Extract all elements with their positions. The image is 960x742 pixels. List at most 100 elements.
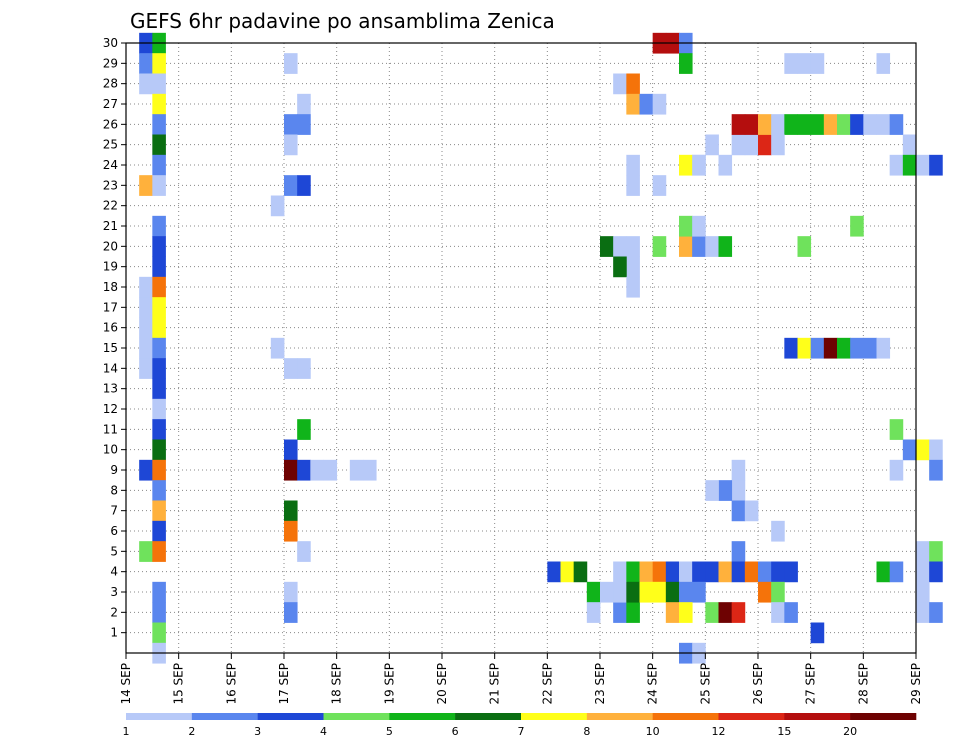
x-tick-label: 18 SEP (330, 663, 344, 705)
heatmap-cell (810, 53, 825, 74)
heatmap-cell (639, 561, 654, 583)
x-tick-label: 24 SEP (646, 663, 660, 705)
grid-lines (126, 42, 916, 653)
colorbar-tick-label: 6 (452, 725, 459, 738)
colorbar-tick-label: 12 (712, 725, 726, 738)
heatmap-cell (284, 500, 298, 522)
heatmap-cell (797, 114, 812, 135)
heatmap-cell (652, 581, 667, 603)
colorbar-swatch (126, 713, 193, 720)
heatmap-cell (744, 114, 759, 135)
heatmap-cell (850, 337, 864, 359)
heatmap-cell (152, 154, 166, 176)
x-tick-label: 14 SEP (119, 663, 133, 705)
heatmap-cell (284, 439, 298, 461)
heatmap-cell (916, 581, 930, 603)
heatmap-cell (705, 480, 719, 501)
heatmap-cell (679, 561, 693, 583)
heatmap-cell (139, 297, 153, 318)
heatmap-cell (284, 459, 298, 481)
heatmap-cell (929, 602, 943, 623)
heatmap-cell (902, 154, 917, 176)
heatmap-cell (600, 581, 614, 603)
y-axis: 1234567891011121314151617181920212223242… (103, 36, 126, 640)
y-tick-label: 28 (103, 77, 118, 91)
heatmap-cell (613, 581, 627, 603)
heatmap-cell (797, 337, 812, 359)
heatmap-cell (626, 276, 640, 298)
heatmap-cell (837, 337, 851, 359)
heatmap-cell (152, 358, 166, 379)
heatmap-cell (139, 541, 153, 562)
y-tick-label: 17 (103, 300, 118, 314)
heatmap-cell (626, 73, 640, 95)
heatmap-cell (916, 154, 930, 176)
heatmap-cell (692, 581, 706, 603)
colorbar-swatch (652, 713, 719, 720)
x-tick-label: 20 SEP (435, 663, 449, 705)
heatmap-cell (692, 154, 706, 176)
heatmap-cell (718, 561, 733, 583)
heatmap-cell (718, 602, 733, 623)
y-tick-label: 14 (103, 361, 118, 375)
y-tick-label: 27 (103, 97, 118, 111)
heatmap-cell (771, 114, 785, 135)
colorbar-tick-label: 8 (583, 725, 590, 738)
heatmap-cell (863, 337, 877, 359)
heatmap-cell (889, 459, 904, 481)
heatmap-cell (139, 459, 153, 481)
heatmap-cell (270, 337, 285, 359)
heatmap-cell (718, 154, 733, 176)
heatmap-cell (152, 256, 166, 278)
heatmap-cell (652, 236, 667, 257)
heatmap-cell (323, 459, 338, 481)
y-tick-label: 23 (103, 178, 118, 192)
heatmap-cell (731, 561, 746, 583)
colorbar-tick-label: 4 (320, 725, 327, 738)
x-tick-label: 17 SEP (277, 663, 291, 705)
y-tick-label: 8 (110, 483, 118, 497)
colorbar-legend: 1 2 3 4 5 6 7 8 10 12 15 20 (123, 713, 917, 738)
heatmap-cell (152, 93, 166, 115)
heatmap-cell (889, 154, 904, 176)
chart-title: GEFS 6hr padavine po ansamblima Zenica (130, 9, 555, 33)
heatmap-cell (823, 114, 838, 135)
heatmap-cell (784, 337, 798, 359)
heatmap-cell (152, 236, 166, 257)
heatmap-cell (152, 317, 166, 339)
heatmap-cell (152, 134, 166, 156)
heatmap-cell (718, 236, 733, 257)
heatmap-cell (810, 114, 825, 135)
colorbar-swatch (323, 713, 390, 720)
y-tick-label: 21 (103, 219, 118, 233)
y-tick-label: 24 (103, 158, 118, 172)
colorbar-swatch (718, 713, 785, 720)
y-tick-label: 15 (103, 341, 118, 355)
heatmap-cell (731, 134, 746, 156)
y-tick-label: 29 (103, 56, 118, 70)
heatmap-cell (889, 114, 904, 135)
heatmap-cell (152, 581, 166, 603)
heatmap-cell (784, 53, 798, 74)
heatmap-cell (139, 358, 153, 379)
heatmap-cell (731, 459, 746, 481)
heatmap-cell (547, 561, 561, 583)
y-tick-label: 30 (103, 36, 118, 50)
colorbar-swatch (389, 713, 456, 720)
heatmap-cell (284, 114, 298, 135)
heatmap-cell (876, 114, 891, 135)
heatmap-cell (613, 236, 627, 257)
y-tick-label: 3 (110, 585, 118, 599)
heatmap-cell (270, 195, 285, 217)
heatmap-cell (758, 581, 772, 603)
y-tick-label: 25 (103, 138, 118, 152)
colorbar-swatch (191, 713, 258, 720)
y-tick-label: 11 (103, 422, 118, 436)
heatmap-cell (876, 337, 891, 359)
colorbar-swatch (850, 713, 917, 720)
heatmap-cell (929, 439, 943, 461)
y-tick-label: 16 (103, 321, 118, 335)
heatmap-cell (652, 561, 667, 583)
heatmap-cell (284, 602, 298, 623)
